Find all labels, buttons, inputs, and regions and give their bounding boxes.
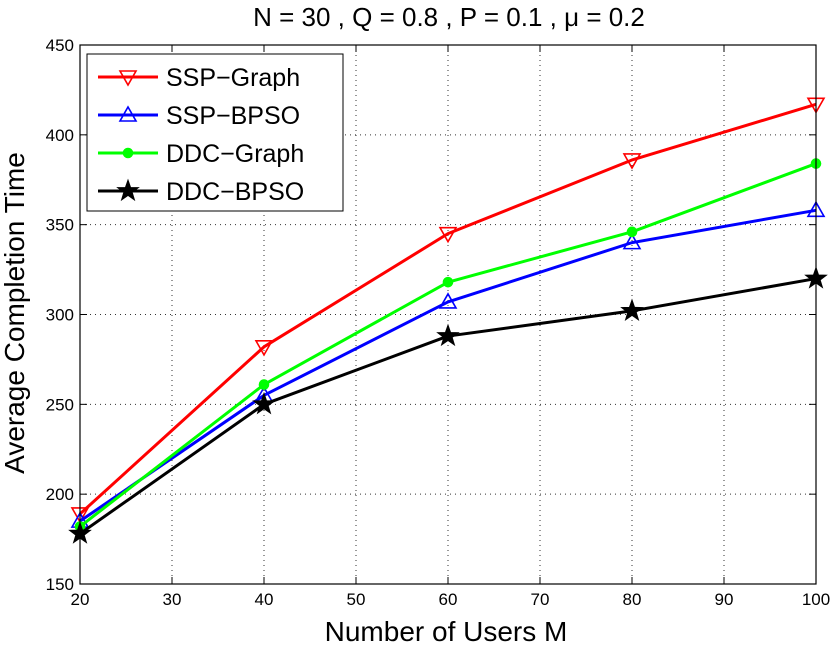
x-tick-label: 90	[715, 590, 734, 609]
data-point	[438, 292, 458, 309]
legend-label: DDC−Graph	[166, 140, 304, 168]
x-tick-label: 40	[255, 590, 274, 609]
data-point	[626, 226, 638, 238]
y-tick-labels: 150 200 250 300 350 400 450	[46, 36, 74, 594]
y-axis-label: Average Completion Time	[0, 152, 30, 474]
data-point	[252, 391, 276, 415]
legend-marker	[122, 147, 134, 159]
y-tick-label: 400	[46, 126, 74, 145]
data-point	[620, 298, 644, 321]
x-tick-labels: 20 30 40 50 60 70 80 90 100	[71, 590, 830, 609]
legend: SSP−Graph SSP−BPSO DDC−Graph DDC−BPSO	[86, 53, 344, 212]
series-2	[74, 158, 822, 532]
ticks	[79, 44, 817, 585]
y-tick-label: 450	[46, 36, 74, 55]
y-tick-label: 300	[46, 306, 74, 325]
x-axis-label: Number of Users M	[325, 616, 568, 647]
legend-marker	[116, 178, 140, 202]
legend-label: SSP−BPSO	[166, 102, 300, 130]
series-line	[79, 208, 817, 523]
legend-label: SSP−Graph	[166, 64, 300, 92]
data-point	[438, 226, 458, 244]
x-tick-label: 100	[802, 590, 830, 609]
y-tick-label: 150	[46, 575, 74, 594]
data-point	[622, 153, 642, 170]
series-line	[78, 102, 817, 516]
chart-title: N = 30 , Q = 0.8 , P = 0.1 , μ = 0.2	[253, 2, 645, 32]
x-tick-label: 30	[163, 590, 182, 609]
x-tick-label: 80	[623, 590, 642, 609]
legend-marker	[118, 105, 138, 122]
data-point	[436, 323, 460, 347]
y-tick-label: 200	[46, 485, 74, 504]
series-3	[68, 266, 828, 544]
series-1	[70, 200, 826, 528]
data-point	[258, 379, 270, 390]
y-tick-label: 250	[46, 395, 74, 414]
legend-label: DDC−BPSO	[166, 178, 304, 206]
legend-marker	[118, 70, 138, 87]
x-tick-label: 50	[347, 590, 366, 609]
x-tick-label: 60	[439, 590, 458, 609]
data-point	[442, 276, 454, 288]
data-point	[254, 340, 274, 357]
x-tick-label: 20	[71, 590, 90, 609]
data-point	[622, 233, 642, 250]
x-tick-label: 70	[531, 590, 550, 609]
series-group	[68, 97, 828, 544]
y-tick-label: 350	[46, 216, 74, 235]
